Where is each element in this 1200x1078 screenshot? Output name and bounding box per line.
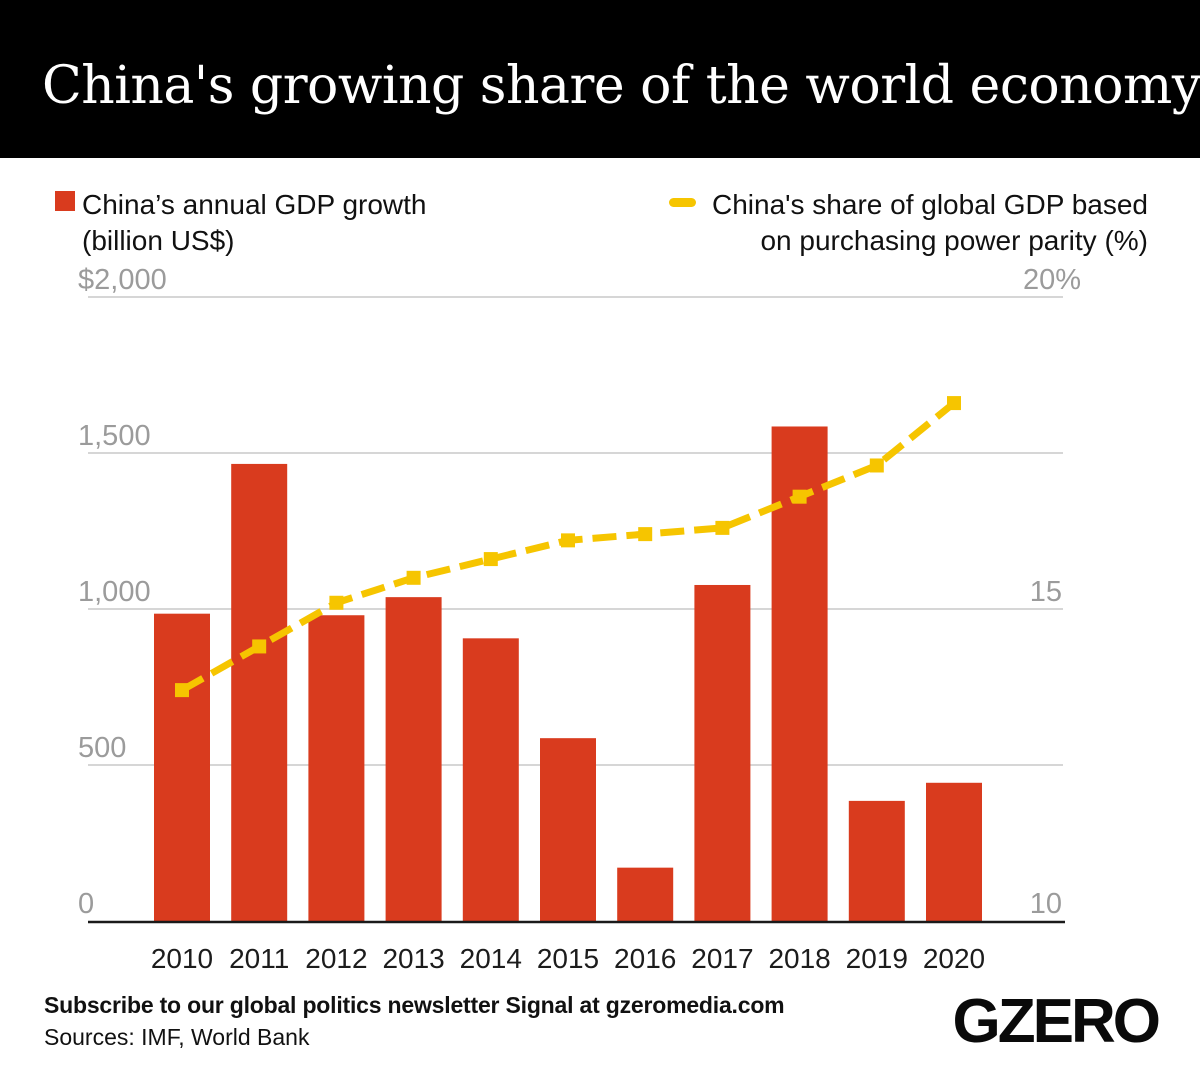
gdp-bar-2016	[617, 867, 674, 921]
x-axis-label-2014: 2014	[460, 943, 522, 974]
gdp-bar-2013	[385, 597, 442, 921]
x-axis-label-2011: 2011	[229, 943, 289, 974]
y-axis-label-left: 1,000	[78, 576, 151, 608]
x-axis-label-2016: 2016	[614, 943, 676, 974]
gdp-bar-2012	[308, 615, 365, 921]
line-series-label: China's share of global GDP based on pur…	[712, 187, 1148, 259]
x-axis-label-2013: 2013	[382, 943, 444, 974]
legend-bars: China’s annual GDP growth (billion US$)	[55, 187, 427, 259]
line-series-label-line1: China's share of global GDP based	[712, 189, 1148, 220]
legend-line: China's share of global GDP based on pur…	[669, 187, 1148, 259]
share-marker-2011	[252, 639, 267, 654]
share-marker-2013	[406, 570, 421, 585]
gdp-bar-2020	[926, 782, 982, 921]
share-marker-2018	[792, 489, 807, 504]
x-axis-label-2018: 2018	[768, 943, 830, 974]
header-band: China's growing share of the world econo…	[0, 0, 1200, 158]
y-axis-label-right: 20%	[1023, 264, 1081, 296]
x-axis-label-2012: 2012	[305, 943, 367, 974]
y-axis-label-left: 1,500	[78, 420, 151, 452]
share-marker-2016	[638, 527, 653, 542]
footer-sources-text: Sources: IMF, World Bank	[44, 1024, 310, 1050]
gdp-bar-2014	[462, 638, 519, 921]
footer-subscribe-text: Subscribe to our global politics newslet…	[44, 992, 785, 1018]
line-series-label-line2: on purchasing power parity (%)	[760, 225, 1148, 256]
gdp-bar-2018	[771, 426, 828, 921]
gdp-bar-2019	[848, 800, 905, 921]
share-marker-2019	[869, 458, 884, 473]
page-title: China's growing share of the world econo…	[42, 56, 1200, 116]
share-marker-2015	[561, 533, 575, 548]
gdp-bar-2015	[540, 738, 596, 921]
y-axis-label-left: $2,000	[78, 264, 167, 296]
bar-series-swatch	[55, 191, 75, 211]
share-marker-2017	[715, 520, 730, 535]
x-axis-label-2019: 2019	[846, 943, 908, 974]
gdp-bar-2010	[154, 613, 210, 921]
y-axis-label-right: 15	[1030, 576, 1062, 608]
line-series-swatch	[669, 198, 697, 207]
bar-series-label-line1: China’s annual GDP growth	[82, 189, 427, 220]
y-axis-label-left: 0	[78, 888, 94, 920]
y-axis-label-right: 10	[1030, 888, 1062, 920]
x-axis-label-2017: 2017	[691, 943, 753, 974]
share-marker-2020	[947, 396, 961, 411]
share-marker-2014	[483, 552, 498, 567]
gdp-bar-2017	[694, 584, 751, 921]
share-marker-2012	[329, 595, 344, 610]
bar-series-label-line2: (billion US$)	[82, 225, 235, 256]
x-axis-label-2010: 2010	[151, 943, 213, 974]
x-axis-label-2015: 2015	[537, 943, 599, 974]
y-axis-label-left: 500	[78, 732, 126, 764]
bar-series-label: China’s annual GDP growth (billion US$)	[82, 187, 427, 259]
gdp-bar-2011	[231, 463, 288, 921]
gzero-logo: GZERO	[952, 987, 1161, 1056]
share-marker-2010	[175, 683, 189, 698]
x-axis-label-2020: 2020	[923, 943, 985, 974]
